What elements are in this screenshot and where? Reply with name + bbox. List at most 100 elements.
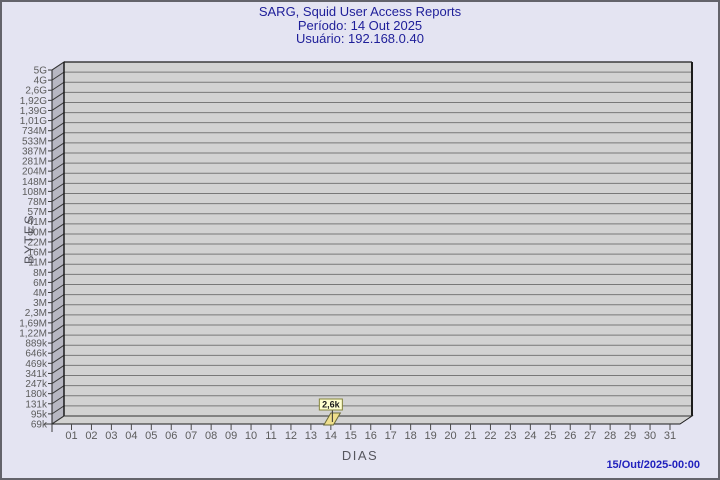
- y-tick-label: 41M: [28, 217, 47, 228]
- wall-tick: [51, 263, 65, 273]
- wall-tick: [51, 415, 65, 425]
- y-tick-label: 1,01G: [20, 116, 47, 127]
- wall-tick: [51, 213, 65, 223]
- y-tick-label: 16M: [28, 248, 47, 259]
- wall-tick: [51, 253, 65, 263]
- y-tick-label: 533M: [22, 136, 47, 147]
- y-tick-label: 78M: [28, 197, 47, 208]
- x-tick-label: 04: [125, 430, 137, 442]
- y-tick-label: 4M: [33, 288, 47, 299]
- x-tick-label: 23: [504, 430, 516, 442]
- plot-area: [64, 62, 692, 416]
- x-tick-label: 08: [205, 430, 217, 442]
- x-tick-label: 21: [464, 430, 476, 442]
- wall-tick: [51, 172, 65, 182]
- y-tick-label: 148M: [22, 177, 47, 188]
- x-tick-label: 29: [624, 430, 636, 442]
- chart-period: Período: 14 Out 2025: [297, 17, 423, 33]
- y-tick-label: 8M: [33, 268, 47, 279]
- y-tick-label: 30M: [28, 227, 47, 238]
- wall-tick: [51, 385, 65, 395]
- wall-tick: [51, 395, 65, 405]
- wall-tick: [51, 334, 65, 344]
- x-tick-label: 15: [345, 430, 357, 442]
- wall-tick: [51, 233, 65, 243]
- y-tick-label: 1,92G: [20, 96, 47, 107]
- chart-title: SARG, Squid User Access Reports: [258, 4, 462, 19]
- y-tick-label: 1,69M: [19, 318, 47, 329]
- wall-tick: [51, 132, 65, 142]
- wall-tick: [51, 223, 65, 233]
- wall-tick: [51, 142, 65, 152]
- y-tick-label: 889k: [25, 339, 48, 350]
- y-tick-label: 469k: [25, 359, 48, 370]
- y-tick-label: 3M: [33, 298, 47, 309]
- x-tick-label: 19: [424, 430, 436, 442]
- wall-tick: [51, 152, 65, 162]
- y-tick-label: 131k: [25, 399, 48, 410]
- wall-tick: [51, 304, 65, 314]
- y-tick-label: 95k: [31, 409, 48, 420]
- x-tick-label: 10: [245, 430, 257, 442]
- y-tick-label: 5G: [34, 66, 48, 77]
- wall-tick: [51, 365, 65, 374]
- chart-user: Usuário: 192.168.0.40: [296, 31, 424, 46]
- wall-tick: [51, 71, 65, 81]
- chart-title-block: SARG, Squid User Access Reports Período:…: [2, 5, 718, 46]
- y-tick-label: 2,6G: [25, 86, 47, 97]
- wall-tick: [51, 122, 65, 132]
- y-tick-label: 2,3M: [25, 308, 47, 319]
- x-tick-label: 12: [285, 430, 297, 442]
- wall-tick: [51, 294, 65, 304]
- x-tick-label: 01: [65, 430, 77, 442]
- y-tick-label: 387M: [22, 146, 47, 157]
- wall-tick: [51, 91, 65, 101]
- x-tick-label: 25: [544, 430, 556, 442]
- wall-tick: [51, 193, 65, 202]
- wall-tick: [51, 61, 65, 71]
- y-tick-label: 22M: [28, 237, 47, 248]
- y-tick-label: 4G: [34, 76, 48, 87]
- y-tick-label: 69k: [31, 420, 48, 431]
- x-tick-label: 26: [564, 430, 576, 442]
- wall-tick: [51, 354, 65, 364]
- y-tick-label: 180k: [25, 389, 48, 400]
- y-tick-label: 1,39G: [20, 106, 47, 117]
- x-tick-label: 06: [165, 430, 177, 442]
- wall-tick: [51, 405, 65, 415]
- x-tick-label: 24: [524, 430, 536, 442]
- wall-tick: [51, 102, 65, 111]
- y-tick-label: 646k: [25, 349, 48, 360]
- y-tick-label: 108M: [22, 187, 47, 198]
- wall-tick: [51, 81, 65, 91]
- x-tick-label: 28: [604, 430, 616, 442]
- x-axis-title: DIAS: [341, 448, 379, 463]
- x-tick-label: 09: [225, 430, 237, 442]
- x-tick-label: 22: [484, 430, 496, 442]
- x-tick-label: 07: [185, 430, 197, 442]
- x-tick-label: 05: [145, 430, 157, 442]
- wall-tick: [51, 375, 65, 384]
- wall-tick: [51, 284, 65, 293]
- x-tick-label: 16: [365, 430, 377, 442]
- x-tick-label: 30: [644, 430, 656, 442]
- wall-tick: [51, 203, 65, 213]
- y-tick-label: 6M: [33, 278, 47, 289]
- x-tick-label: 03: [105, 430, 117, 442]
- x-tick-label: 17: [385, 430, 397, 442]
- generated-timestamp: 15/Out/2025-00:00: [606, 459, 700, 471]
- wall-tick: [51, 344, 65, 354]
- y-tick-label: 57M: [28, 207, 47, 218]
- y-tick-label: 734M: [22, 126, 47, 137]
- bar-value-label: 2,6k: [322, 400, 341, 410]
- x-tick-label: 14: [325, 430, 337, 442]
- wall-tick: [51, 112, 65, 121]
- floor-3d: [50, 415, 694, 425]
- wall-tick: [51, 243, 65, 253]
- x-tick-label: 27: [584, 430, 596, 442]
- x-tick-label: 20: [444, 430, 456, 442]
- x-tick-label: 18: [405, 430, 417, 442]
- y-tick-label: 1,22M: [19, 328, 47, 339]
